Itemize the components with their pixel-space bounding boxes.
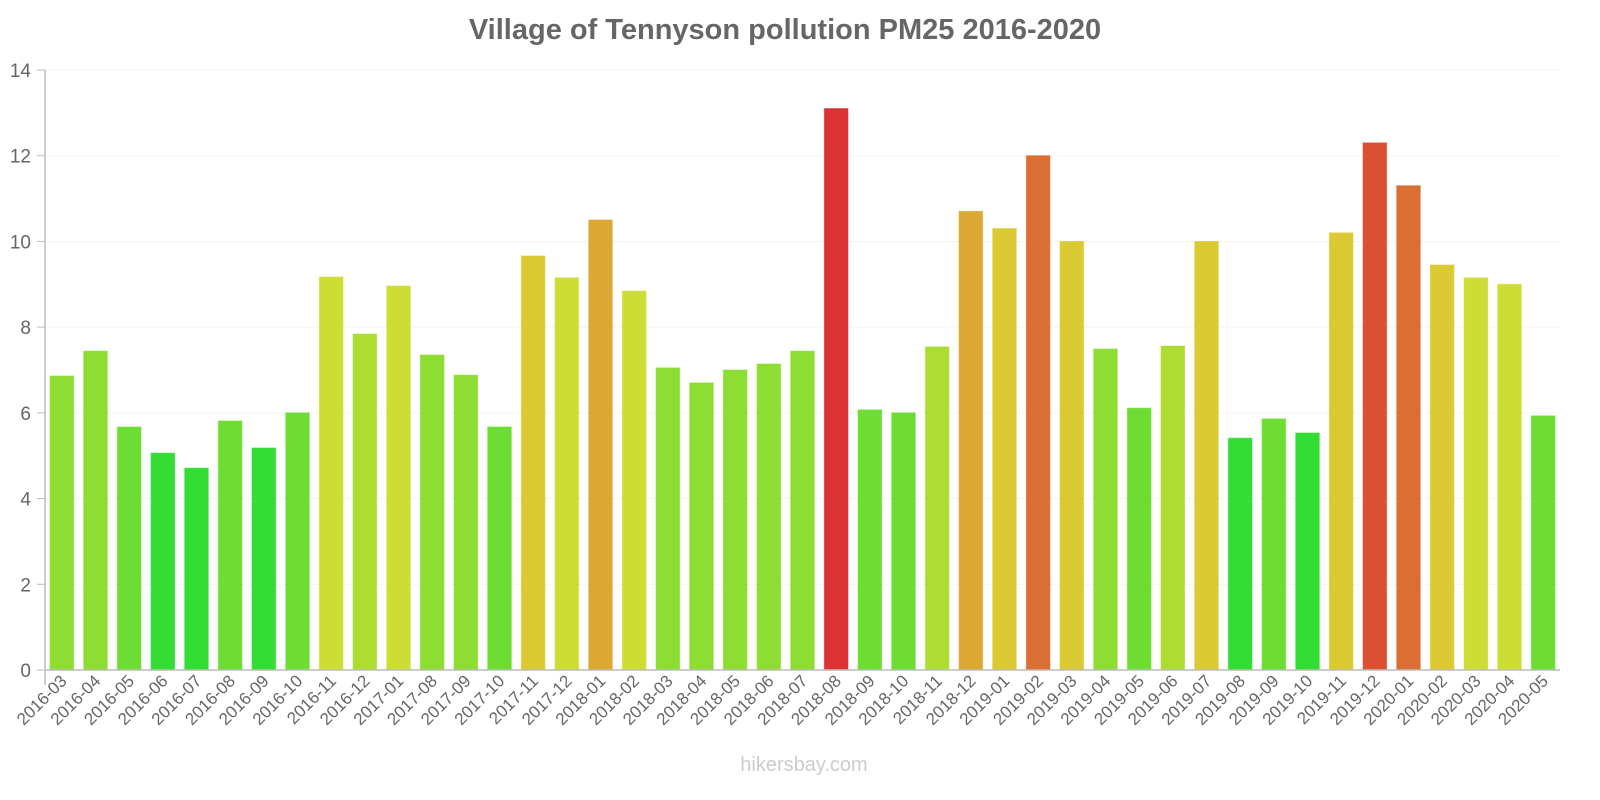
bar-2016-03[interactable] xyxy=(49,375,75,671)
y-axis: 0 2 4 6 8 10 12 14 xyxy=(10,61,46,685)
bar-2019-09[interactable] xyxy=(1261,418,1287,671)
bar-2020-05[interactable] xyxy=(1530,415,1556,671)
bar-2016-10[interactable] xyxy=(285,412,310,671)
bar-2016-12[interactable] xyxy=(352,333,378,671)
chart-title: Village of Tennyson pollution PM25 2016-… xyxy=(468,14,1102,46)
bar-2018-06[interactable] xyxy=(756,363,782,671)
bar-2016-08[interactable] xyxy=(217,420,243,671)
bar-2016-06[interactable] xyxy=(150,452,176,671)
bar-2019-06[interactable] xyxy=(1160,345,1186,671)
y-tick-label: 4 xyxy=(20,490,31,511)
bar-2018-09[interactable] xyxy=(857,409,883,671)
bar-2017-09[interactable] xyxy=(453,374,479,671)
x-axis: 2016-032016-042016-052016-062016-072016-… xyxy=(13,669,1560,729)
bar-2018-03[interactable] xyxy=(655,367,681,671)
bar-2016-07[interactable] xyxy=(184,467,209,671)
bar-2019-03[interactable] xyxy=(1059,240,1085,671)
bar-2019-12[interactable] xyxy=(1362,142,1388,671)
bar-2020-02[interactable] xyxy=(1429,264,1455,671)
bar-2019-11[interactable] xyxy=(1328,232,1354,671)
y-tick-label: 2 xyxy=(20,575,31,596)
bars xyxy=(49,108,1556,671)
bar-2017-01[interactable] xyxy=(386,285,411,671)
bar-2016-09[interactable] xyxy=(251,447,277,671)
bar-2019-04[interactable] xyxy=(1093,348,1118,671)
bar-2016-11[interactable] xyxy=(318,276,344,671)
watermark: hikersbay.com xyxy=(740,754,868,776)
y-tick-label: 14 xyxy=(10,61,32,82)
bar-2017-10[interactable] xyxy=(487,426,512,671)
y-tick-label: 0 xyxy=(20,661,31,682)
bar-2019-01[interactable] xyxy=(992,228,1017,671)
bar-2016-04[interactable] xyxy=(83,350,108,671)
bar-2017-11[interactable] xyxy=(520,255,546,671)
y-tick-label: 8 xyxy=(20,318,31,339)
bar-2020-01[interactable] xyxy=(1396,185,1421,671)
bar-2018-02[interactable] xyxy=(621,290,647,671)
bar-2020-03[interactable] xyxy=(1463,277,1489,671)
bar-2018-10[interactable] xyxy=(891,412,916,671)
bar-2020-04[interactable] xyxy=(1497,283,1522,671)
bar-2016-05[interactable] xyxy=(116,426,142,671)
bar-2019-08[interactable] xyxy=(1227,437,1253,671)
bar-2019-05[interactable] xyxy=(1126,407,1152,671)
y-tick-label: 12 xyxy=(10,147,31,168)
y-tick-label: 10 xyxy=(10,232,31,253)
bar-2018-12[interactable] xyxy=(958,210,984,671)
bar-2017-08[interactable] xyxy=(419,354,445,671)
bar-2019-02[interactable] xyxy=(1025,155,1051,671)
bar-2018-11[interactable] xyxy=(924,346,950,671)
bar-2018-04[interactable] xyxy=(689,382,714,671)
bar-2018-01[interactable] xyxy=(588,219,613,671)
bar-2018-08[interactable] xyxy=(823,108,849,671)
y-tick-label: 6 xyxy=(20,404,31,425)
bar-2017-12[interactable] xyxy=(554,277,580,671)
bar-2019-10[interactable] xyxy=(1295,432,1320,671)
bar-2019-07[interactable] xyxy=(1194,240,1219,671)
bar-2018-07[interactable] xyxy=(790,350,815,671)
bar-2018-05[interactable] xyxy=(722,369,748,671)
